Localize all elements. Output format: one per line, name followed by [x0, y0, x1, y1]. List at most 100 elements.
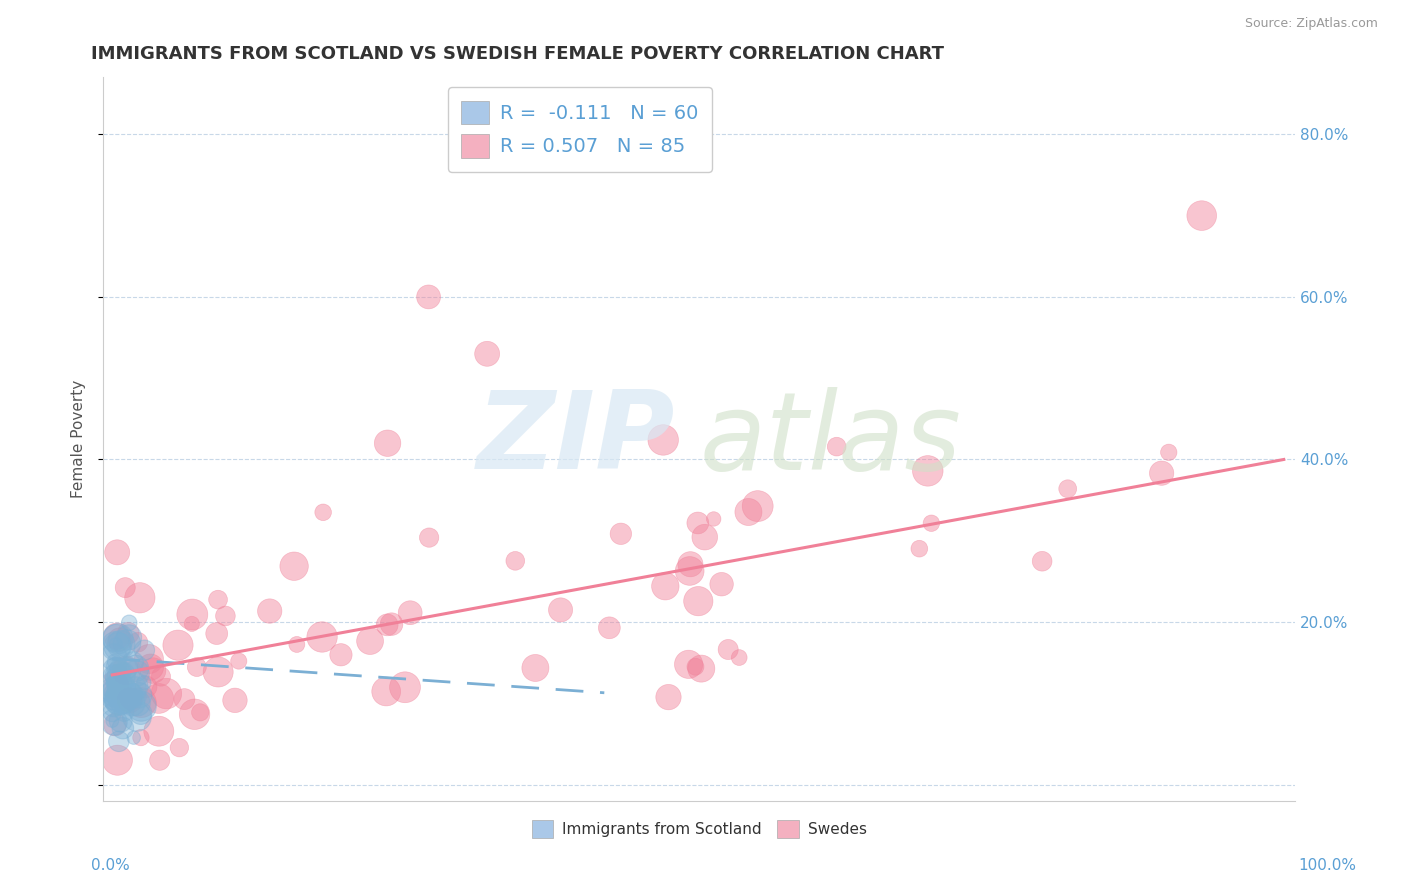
Point: [105, 685, 128, 699]
Legend: Immigrants from Scotland, Swedes: Immigrants from Scotland, Swedes: [526, 814, 873, 844]
Point: [399, 606, 422, 620]
Point: [127, 690, 149, 704]
Point: [112, 690, 135, 705]
Point: [104, 664, 127, 678]
Point: [132, 675, 155, 690]
Point: [717, 642, 740, 657]
Point: [214, 609, 236, 624]
Point: [122, 731, 145, 745]
Point: [205, 626, 228, 640]
Point: [135, 680, 157, 694]
Point: [124, 681, 146, 695]
Point: [224, 693, 246, 707]
Point: [107, 640, 129, 654]
Point: [121, 697, 143, 711]
Point: [104, 639, 127, 653]
Point: [418, 290, 440, 304]
Point: [128, 591, 150, 605]
Point: [181, 607, 204, 622]
Point: [101, 686, 124, 700]
Point: [104, 669, 127, 683]
Point: [108, 682, 131, 697]
Point: [103, 715, 125, 730]
Point: [475, 347, 498, 361]
Point: [920, 516, 942, 531]
Point: [105, 693, 128, 707]
Point: [124, 661, 146, 675]
Text: IMMIGRANTS FROM SCOTLAND VS SWEDISH FEMALE POVERTY CORRELATION CHART: IMMIGRANTS FROM SCOTLAND VS SWEDISH FEMA…: [91, 45, 945, 62]
Point: [380, 617, 402, 632]
Point: [1157, 445, 1180, 459]
Point: [101, 682, 124, 697]
Point: [148, 691, 170, 706]
Point: [737, 505, 759, 519]
Point: [125, 710, 148, 724]
Point: [1191, 209, 1213, 223]
Point: [155, 687, 177, 701]
Point: [186, 660, 208, 674]
Point: [908, 541, 931, 556]
Point: [110, 714, 132, 728]
Point: [111, 665, 134, 679]
Point: [107, 661, 129, 675]
Point: [183, 707, 205, 722]
Point: [127, 696, 149, 710]
Point: [375, 618, 398, 632]
Point: [118, 631, 141, 645]
Point: [917, 464, 939, 478]
Point: [652, 433, 675, 447]
Point: [654, 579, 676, 593]
Point: [138, 652, 160, 666]
Point: [129, 699, 152, 714]
Point: [110, 681, 132, 696]
Point: [1056, 482, 1078, 496]
Point: [207, 592, 229, 607]
Point: [131, 696, 153, 710]
Point: [127, 635, 149, 649]
Point: [173, 692, 195, 706]
Point: [679, 558, 702, 572]
Point: [125, 690, 148, 705]
Point: [118, 693, 141, 707]
Point: [105, 545, 128, 559]
Point: [101, 706, 124, 720]
Point: [686, 516, 709, 530]
Point: [747, 499, 769, 513]
Point: [115, 664, 138, 678]
Point: [121, 686, 143, 700]
Point: [550, 603, 572, 617]
Point: [104, 679, 127, 693]
Point: [125, 666, 148, 681]
Point: [377, 436, 399, 450]
Point: [115, 636, 138, 650]
Point: [685, 659, 707, 673]
Point: [1031, 554, 1053, 568]
Point: [114, 581, 136, 595]
Point: [728, 650, 751, 665]
Point: [678, 657, 700, 672]
Point: [285, 637, 308, 651]
Point: [148, 724, 170, 739]
Y-axis label: Female Poverty: Female Poverty: [72, 380, 86, 499]
Point: [103, 650, 125, 665]
Point: [228, 654, 250, 668]
Point: [121, 656, 143, 670]
Point: [703, 512, 725, 526]
Point: [110, 638, 132, 652]
Point: [329, 648, 352, 662]
Point: [108, 693, 131, 707]
Point: [167, 638, 190, 652]
Point: [120, 691, 142, 706]
Point: [115, 689, 138, 703]
Point: [693, 530, 716, 544]
Point: [105, 631, 128, 645]
Point: [107, 632, 129, 646]
Point: [311, 630, 333, 644]
Point: [418, 531, 440, 545]
Point: [710, 577, 733, 591]
Point: [825, 440, 848, 454]
Point: [110, 669, 132, 683]
Point: [169, 740, 191, 755]
Point: [283, 559, 305, 574]
Point: [108, 692, 131, 706]
